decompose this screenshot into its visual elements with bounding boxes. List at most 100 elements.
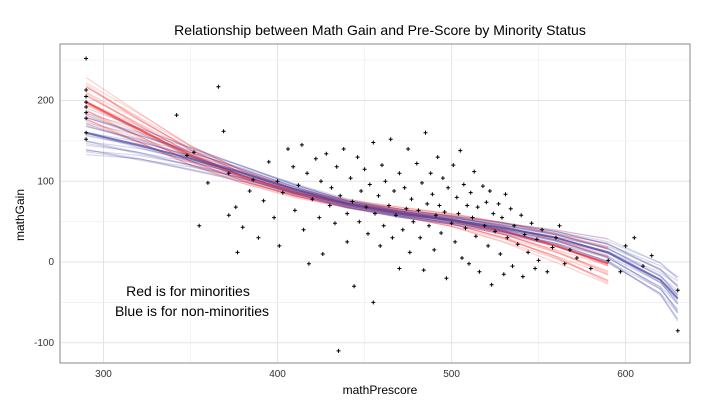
data-point [418,235,423,240]
data-point [292,208,297,213]
data-point [562,261,567,266]
data-point [407,250,412,255]
data-point [383,179,388,184]
non-minorities-smooth-strand [85,140,679,310]
minorities-smooth-strand [85,82,609,244]
annotation-non-minorities: Blue is for non-minorities [115,303,269,319]
data-point [554,235,558,240]
data-point [192,150,196,155]
data-point [461,182,466,187]
data-point [357,219,362,224]
data-point [510,264,515,269]
data-point [362,167,367,172]
data-point [352,284,357,289]
data-point [493,229,498,234]
data-point [519,213,524,218]
data-point [345,211,350,216]
non-minorities-smooth-strand [86,142,679,305]
data-point [409,197,414,202]
data-point [423,130,428,135]
data-point [505,235,510,240]
minorities-smooth-strand [85,92,609,256]
data-points [84,56,680,353]
data-point [675,328,680,333]
minorities-smooth-strand [85,110,609,272]
minorities-smooth-strand [85,120,609,284]
data-point [327,203,332,208]
data-point [473,234,478,239]
non-minorities-smooth-strand [86,151,679,314]
data-point [277,243,282,248]
data-point [465,203,470,208]
data-point [338,193,343,198]
data-point [84,94,89,99]
data-point [421,268,426,273]
data-point [489,282,494,287]
data-point [550,245,555,250]
data-point [291,164,296,169]
data-point [296,183,301,188]
non-minorities-smooth-strand [85,107,679,280]
data-point [350,199,355,204]
minorities-smooth-strand [85,110,609,275]
non-minorities-smooth-strand [85,114,679,287]
data-point [235,250,240,255]
data-point [529,221,534,226]
data-point [567,247,572,252]
y-tick-label: 200 [37,96,54,107]
data-point [266,159,271,164]
non-minorities-smooth-strand [86,144,679,313]
data-point [299,142,304,147]
data-point [226,213,231,218]
data-point [216,84,221,89]
data-point [435,155,440,160]
data-point [472,169,477,174]
data-point [451,163,456,168]
data-point [486,243,491,248]
minorities-smooth-strand [85,86,609,249]
data-point [84,88,89,92]
non-minorities-smooth-strand [85,116,679,282]
data-point [84,110,89,115]
data-point [371,300,376,305]
data-point [84,137,89,142]
data-point [574,256,579,260]
data-point [432,247,437,252]
data-point [329,185,334,190]
data-point [392,189,397,193]
data-point [256,235,261,240]
data-point [675,288,680,293]
x-axis-title: mathPrescore [343,383,418,397]
data-point [440,176,445,181]
data-point [305,171,310,176]
data-point [458,148,463,153]
data-point [388,137,393,142]
non-minorities-smooth-strand [85,140,679,314]
data-point [475,205,480,210]
data-point [588,266,593,271]
data-point [366,231,370,236]
minorities-smooth-strand [85,118,609,283]
data-point [468,190,473,195]
data-point [520,274,525,279]
y-tick-label: -100 [34,338,54,349]
data-point [536,258,541,263]
data-point [503,192,508,197]
non-minorities-smooth-strand [86,154,679,321]
plot-frame [59,43,691,364]
x-tick-label: 400 [269,369,286,380]
data-point [286,147,290,151]
data-point [430,192,435,197]
data-point [275,179,280,184]
data-point [404,206,409,211]
data-point [317,215,322,220]
data-point [526,250,531,255]
annotation-minorities: Red is for minorities [126,283,250,299]
data-point [306,261,311,266]
data-point [313,156,318,161]
data-point [467,261,471,266]
data-point [437,203,442,208]
minorities-smooth-strand [85,118,609,282]
data-point [348,176,353,181]
minorities-smooth-strand [85,112,609,276]
